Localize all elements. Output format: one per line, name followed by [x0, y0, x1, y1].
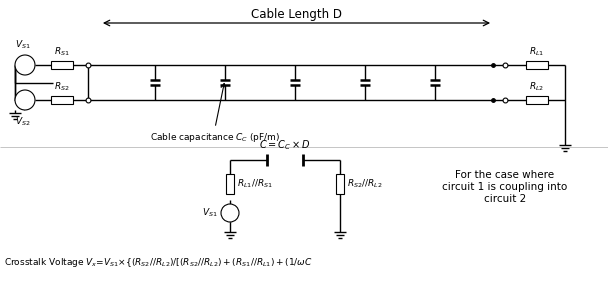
Text: $R_{S1}$: $R_{S1}$ — [54, 46, 70, 58]
Text: Cable capacitance $C_C$ (pF/m): Cable capacitance $C_C$ (pF/m) — [150, 131, 280, 144]
Bar — [336, 174, 344, 194]
Circle shape — [15, 55, 35, 75]
Circle shape — [15, 90, 35, 110]
Text: $V_{S1}$: $V_{S1}$ — [202, 207, 218, 219]
Text: Cable Length D: Cable Length D — [251, 8, 342, 21]
Text: $R_{L1}$: $R_{L1}$ — [530, 46, 545, 58]
Text: $R_{S2}//R_{L2}$: $R_{S2}//R_{L2}$ — [347, 178, 383, 190]
Bar — [526, 96, 548, 104]
Text: $R_{S2}$: $R_{S2}$ — [54, 80, 70, 93]
Text: $C=C_C\times D$: $C=C_C\times D$ — [259, 138, 311, 152]
Text: $V_{S2}$: $V_{S2}$ — [15, 115, 31, 127]
Bar — [526, 61, 548, 69]
Text: For the case where: For the case where — [455, 170, 554, 180]
Circle shape — [221, 204, 239, 222]
Bar — [51, 96, 73, 104]
Text: circuit 1 is coupling into: circuit 1 is coupling into — [443, 182, 568, 192]
Text: $R_{L1}//R_{S1}$: $R_{L1}//R_{S1}$ — [237, 178, 273, 190]
Text: $R_{L2}$: $R_{L2}$ — [530, 80, 545, 93]
Text: $V_{S1}$: $V_{S1}$ — [15, 38, 31, 51]
Bar — [51, 61, 73, 69]
Text: circuit 2: circuit 2 — [484, 194, 526, 204]
Text: Crosstalk Voltage $V_x$=$V_{S1}$$\times\{(R_{S2}//R_{L2})/[(R_{S2}//R_{L2})+(R_{: Crosstalk Voltage $V_x$=$V_{S1}$$\times\… — [4, 256, 313, 269]
Bar — [226, 174, 234, 194]
